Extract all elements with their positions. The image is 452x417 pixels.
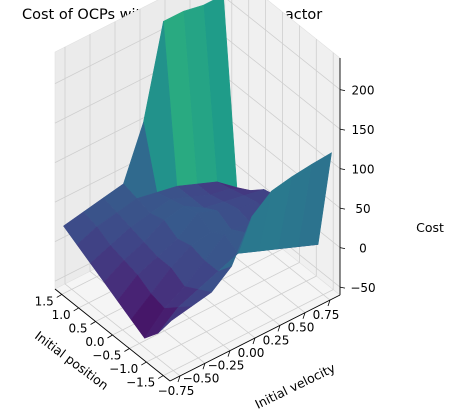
grid-line-x	[163, 52, 334, 376]
z-tick	[339, 247, 346, 249]
z-tick-label: 100	[352, 163, 375, 177]
y-tick-label: −0.75	[158, 384, 195, 398]
z-tick	[339, 207, 346, 210]
x-tick	[73, 307, 79, 312]
z-tick	[339, 168, 346, 170]
z-tick-label: −50	[350, 281, 375, 295]
y-tick-label: 0.00	[238, 346, 265, 360]
grid-line-x	[146, 39, 317, 363]
x-tick-label: −1.5	[126, 376, 155, 390]
grid-line-x	[129, 25, 300, 349]
x-tick	[107, 334, 113, 339]
y-axis-label: Initial velocity	[252, 360, 338, 412]
surface-patch	[157, 306, 192, 334]
y-tick-label: 0.25	[263, 333, 290, 347]
x-tick-label: 0.0	[85, 335, 104, 349]
z-tick-label: 150	[352, 123, 375, 137]
y-tick	[202, 363, 206, 370]
grid-line-y	[89, 34, 206, 364]
x-tick-label: 0.5	[68, 321, 87, 335]
y-tick	[327, 299, 331, 307]
z-tick	[339, 89, 346, 91]
y-tick-label: −0.25	[208, 359, 245, 373]
grid-line-y	[64, 46, 181, 377]
surface	[63, 0, 332, 339]
z-axis-label: Cost	[416, 220, 444, 235]
x-tick	[56, 294, 62, 298]
x-tick	[141, 361, 147, 366]
y-tick-label: −0.50	[183, 371, 220, 385]
x-tick-label: −1.0	[109, 362, 138, 376]
x-tick	[90, 321, 96, 325]
grid-line-z	[54, 0, 341, 90]
y-tick-label: 0.50	[288, 321, 315, 335]
z-tick-label: 0	[359, 242, 367, 256]
x-tick	[124, 348, 130, 352]
y-tick	[277, 325, 281, 332]
axes	[54, 58, 346, 383]
y-tick	[302, 312, 306, 319]
x-tick-label: 1.5	[35, 294, 54, 308]
x-tick-label: 1.0	[52, 308, 71, 322]
x-tick	[158, 375, 164, 379]
z-tick-label: 50	[355, 202, 370, 216]
z-tick	[339, 286, 346, 289]
y-tick	[252, 337, 256, 345]
z-tick-label: 200	[352, 84, 375, 98]
y-tick-label: 0.75	[313, 308, 340, 322]
y-tick	[177, 375, 181, 383]
y-tick	[227, 350, 231, 357]
x-tick-label: −0.5	[92, 349, 121, 363]
z-tick	[339, 128, 346, 131]
